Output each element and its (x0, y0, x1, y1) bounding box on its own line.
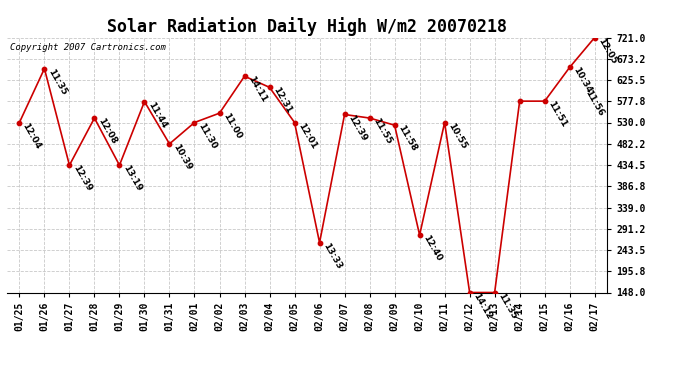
Text: 12:04: 12:04 (21, 121, 43, 150)
Point (189, 120, 200, 126)
Point (114, 162, 125, 168)
Point (464, 290, 475, 296)
Text: 14:12: 14:12 (471, 291, 493, 321)
Point (364, 115, 375, 121)
Text: 12:08: 12:08 (96, 117, 118, 146)
Text: 11:58: 11:58 (396, 124, 418, 153)
Text: 11:56: 11:56 (584, 88, 606, 117)
Text: 12:01: 12:01 (296, 121, 318, 150)
Point (339, 111, 350, 117)
Point (264, 84, 275, 90)
Title: Solar Radiation Daily High W/m2 20070218: Solar Radiation Daily High W/m2 20070218 (107, 17, 507, 36)
Text: 13:19: 13:19 (121, 164, 143, 193)
Text: 11:00: 11:00 (221, 112, 243, 141)
Text: 11:30: 11:30 (196, 121, 218, 150)
Text: 13:33: 13:33 (321, 241, 343, 270)
Text: Copyright 2007 Cartronics.com: Copyright 2007 Cartronics.com (10, 43, 166, 52)
Point (589, 34, 600, 40)
Point (439, 120, 450, 126)
Text: 12:39: 12:39 (346, 113, 368, 142)
Point (539, 98, 550, 104)
Point (89, 115, 100, 121)
Point (139, 99, 150, 105)
Point (564, 64, 575, 70)
Text: 12:05: 12:05 (596, 36, 618, 65)
Point (314, 240, 325, 246)
Text: 11:55: 11:55 (371, 117, 393, 146)
Text: 10:55: 10:55 (446, 121, 468, 150)
Text: 12:39: 12:39 (71, 164, 93, 193)
Point (64, 162, 75, 168)
Text: 14:11: 14:11 (246, 75, 268, 104)
Point (164, 141, 175, 147)
Text: 11:44: 11:44 (146, 100, 168, 130)
Point (514, 98, 525, 104)
Text: 12:40: 12:40 (421, 234, 443, 263)
Text: 11:51: 11:51 (546, 100, 568, 129)
Text: 12:31: 12:31 (271, 86, 293, 115)
Point (239, 73, 250, 79)
Text: 11:35: 11:35 (46, 67, 68, 96)
Text: 10:39: 10:39 (171, 142, 193, 172)
Point (39, 66, 50, 72)
Point (289, 120, 300, 126)
Point (489, 290, 500, 296)
Point (14, 120, 25, 126)
Point (414, 232, 425, 238)
Point (389, 122, 400, 128)
Point (214, 110, 225, 116)
Text: 10:34: 10:34 (571, 66, 593, 95)
Text: 11:35: 11:35 (496, 291, 518, 320)
